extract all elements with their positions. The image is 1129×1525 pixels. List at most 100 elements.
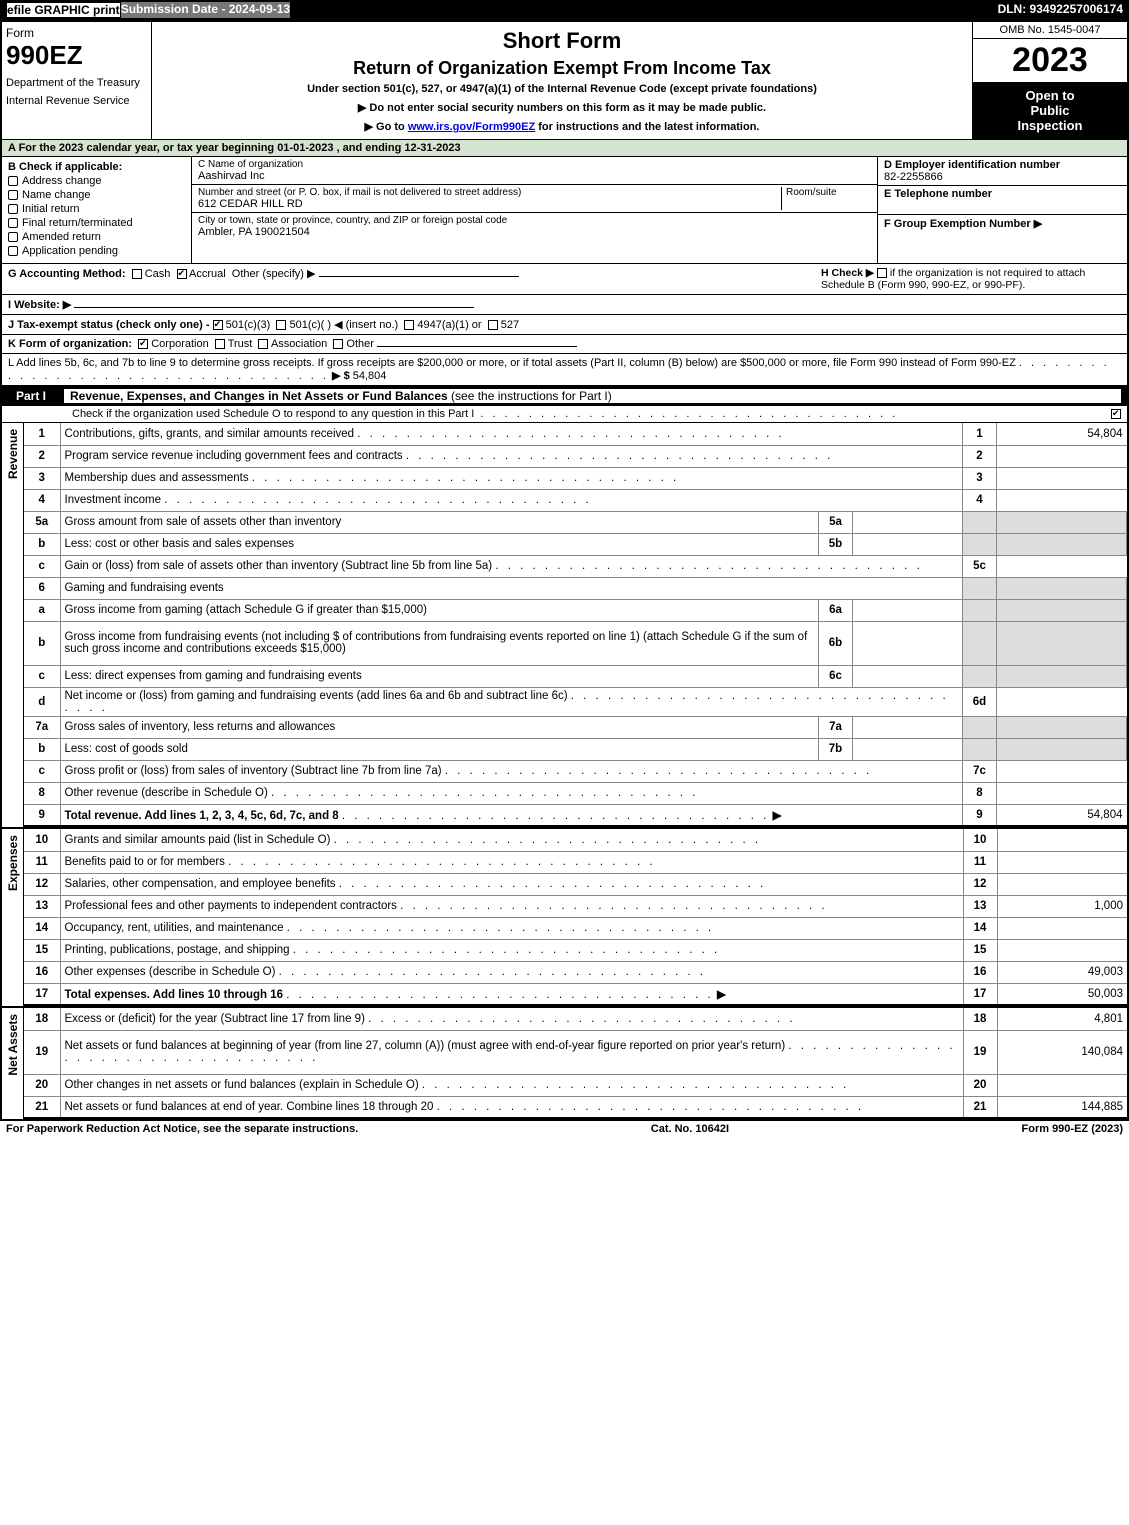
line-number: 19 (24, 1030, 60, 1074)
line-ref: 10 (963, 829, 997, 851)
mini-amount (853, 716, 963, 738)
footer-mid: Cat. No. 10642I (651, 1123, 729, 1135)
chk-address-change[interactable]: Address change (8, 175, 185, 187)
mini-amount (853, 738, 963, 760)
other-method-input[interactable] (319, 276, 519, 277)
org-name-value: Aashirvad Inc (198, 170, 871, 182)
line-number: 5a (24, 511, 60, 533)
chk-amended-return[interactable]: Amended return (8, 231, 185, 243)
website-input[interactable] (74, 307, 474, 308)
irs-link[interactable]: www.irs.gov/Form990EZ (408, 121, 535, 133)
line-description: Grants and similar amounts paid (list in… (60, 829, 963, 851)
chk-501c[interactable] (276, 320, 286, 330)
mini-amount (853, 599, 963, 621)
mini-line-label: 7b (819, 738, 853, 760)
chk-schedule-o-part1[interactable] (1111, 409, 1121, 419)
line-number: 15 (24, 939, 60, 961)
line-number: 3 (24, 467, 60, 489)
line-description: Gaming and fundraising events (60, 577, 963, 599)
line-number: 8 (24, 782, 60, 804)
line-number: 14 (24, 917, 60, 939)
line-ref: 15 (963, 939, 997, 961)
form-container: Form 990EZ Department of the Treasury In… (0, 20, 1129, 1121)
line-description: Occupancy, rent, utilities, and maintena… (60, 917, 963, 939)
main-title: Return of Organization Exempt From Incom… (162, 58, 962, 79)
line-description: Total revenue. Add lines 1, 2, 3, 4, 5c,… (60, 804, 963, 826)
title-row: Form 990EZ Department of the Treasury In… (2, 22, 1127, 140)
line-ref: 13 (963, 895, 997, 917)
line-number: b (24, 738, 60, 760)
line-description: Gross income from gaming (attach Schedul… (60, 599, 819, 621)
line-ref: 8 (963, 782, 997, 804)
chk-initial-return[interactable]: Initial return (8, 203, 185, 215)
line-amount (997, 917, 1127, 939)
line-ref: 18 (963, 1008, 997, 1030)
subtitle-section: Under section 501(c), 527, or 4947(a)(1)… (162, 83, 962, 95)
phone-label: E Telephone number (884, 188, 992, 200)
goto-link-line: ▶ Go to www.irs.gov/Form990EZ for instru… (162, 120, 962, 133)
line-amount: 49,003 (997, 961, 1127, 983)
line-amount (997, 1074, 1127, 1096)
chk-other-org[interactable] (333, 339, 343, 349)
open-to-public: Open to Public Inspection (973, 82, 1127, 139)
line-number: 11 (24, 851, 60, 873)
chk-association[interactable] (258, 339, 268, 349)
mini-line-label: 5a (819, 511, 853, 533)
line-amount (997, 851, 1127, 873)
line-number: 20 (24, 1074, 60, 1096)
line-ref: 12 (963, 873, 997, 895)
line-ref: 14 (963, 917, 997, 939)
revenue-block: Revenue 1Contributions, gifts, grants, a… (2, 423, 1127, 829)
chk-trust[interactable] (215, 339, 225, 349)
chk-4947a1[interactable] (404, 320, 414, 330)
chk-name-change[interactable]: Name change (8, 189, 185, 201)
chk-final-return[interactable]: Final return/terminated (8, 217, 185, 229)
expenses-vlabel: Expenses (2, 829, 24, 1006)
line-description: Contributions, gifts, grants, and simila… (60, 423, 963, 445)
ein-value: 82-2255866 (884, 171, 943, 183)
room-suite-label: Room/suite (781, 187, 871, 210)
chk-corporation[interactable] (138, 339, 148, 349)
irs-label: Internal Revenue Service (6, 95, 147, 107)
gross-receipts-amount: 54,804 (353, 370, 387, 382)
chk-527[interactable] (488, 320, 498, 330)
line-number: a (24, 599, 60, 621)
form-word: Form (6, 26, 147, 40)
part1-schedule-o-check: Check if the organization used Schedule … (2, 406, 1127, 423)
line-amount: 1,000 (997, 895, 1127, 917)
line-amount: 144,885 (997, 1096, 1127, 1118)
chk-application-pending[interactable]: Application pending (8, 245, 185, 257)
street-label: Number and street (or P. O. box, if mail… (198, 187, 781, 198)
mini-line-label: 6c (819, 665, 853, 687)
chk-501c3[interactable] (213, 320, 223, 330)
line-amount (997, 939, 1127, 961)
warning-ssn: ▶ Do not enter social security numbers o… (162, 101, 962, 114)
line-description: Investment income (60, 489, 963, 511)
line-description: Net income or (loss) from gaming and fun… (60, 687, 963, 716)
line-description: Program service revenue including govern… (60, 445, 963, 467)
line-ref: 16 (963, 961, 997, 983)
line-ref: 21 (963, 1096, 997, 1118)
line-description: Gross profit or (loss) from sales of inv… (60, 760, 963, 782)
other-org-input[interactable] (377, 346, 577, 347)
line-number: 18 (24, 1008, 60, 1030)
netassets-vlabel: Net Assets (2, 1008, 24, 1119)
chk-accrual[interactable] (177, 269, 187, 279)
part1-tag: Part I (8, 389, 54, 403)
line-ref: 4 (963, 489, 997, 511)
line-number: d (24, 687, 60, 716)
line-number: 7a (24, 716, 60, 738)
line-description: Gain or (loss) from sale of assets other… (60, 555, 963, 577)
short-form-title: Short Form (162, 28, 962, 54)
line-amount: 54,804 (997, 423, 1127, 445)
line-ref: 2 (963, 445, 997, 467)
chk-cash[interactable] (132, 269, 142, 279)
line-number: 13 (24, 895, 60, 917)
part1-title: Revenue, Expenses, and Changes in Net As… (70, 389, 448, 403)
form-number: 990EZ (6, 40, 147, 71)
mini-amount (853, 665, 963, 687)
line-amount (997, 555, 1127, 577)
line-amount (997, 873, 1127, 895)
line-ref: 19 (963, 1030, 997, 1074)
chk-schedule-b-not-required[interactable] (877, 268, 887, 278)
